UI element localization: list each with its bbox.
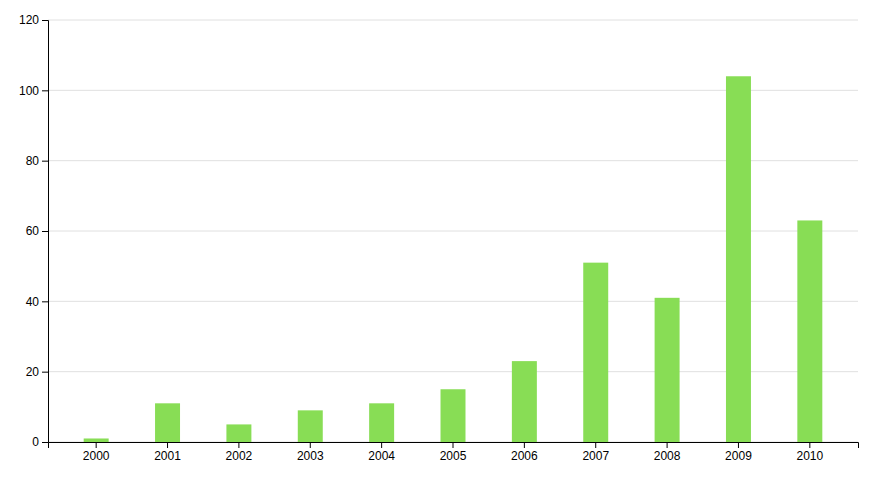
- x-tick: 2002: [226, 442, 253, 463]
- y-tick-label: 0: [32, 435, 39, 449]
- y-tick-label: 80: [26, 154, 40, 168]
- y-tick: 60: [26, 224, 48, 238]
- x-tick-mark: [167, 442, 168, 448]
- y-tick-mark: [42, 161, 48, 162]
- x-tick: 2005: [440, 442, 467, 463]
- y-tick: 0: [32, 435, 48, 449]
- x-tick: 2009: [725, 442, 752, 463]
- x-tick-mark: [738, 442, 739, 448]
- x-tick-mark: [667, 442, 668, 448]
- x-tick: 2006: [511, 442, 538, 463]
- x-tick: 2001: [154, 442, 181, 463]
- plot: 2000 2001 2002 2003 2004 2005 2006 2007 2008 2009…: [19, 13, 859, 462]
- grid-line: [48, 20, 858, 21]
- y-tick-label: 120: [19, 13, 39, 27]
- bar: [655, 298, 680, 442]
- x-tick-mark: [595, 442, 596, 448]
- x-tick-label: 2008: [654, 449, 681, 463]
- y-tick-label: 20: [26, 365, 40, 379]
- bars: [84, 76, 823, 442]
- bar: [155, 403, 180, 442]
- x-tick: 2008: [654, 442, 681, 463]
- bar: [441, 389, 466, 442]
- y-tick-label: 40: [26, 295, 40, 309]
- y-tick-mark: [42, 20, 48, 21]
- x-tick: 2003: [297, 442, 324, 463]
- y-tick: 100: [19, 84, 48, 98]
- x-axis-line: [49, 443, 859, 449]
- x-tick-label: 2002: [226, 449, 253, 463]
- x-tick-mark: [453, 442, 454, 448]
- y-tick: 40: [26, 295, 48, 309]
- x-tick-label: 2001: [154, 449, 181, 463]
- x-tick-label: 2007: [582, 449, 609, 463]
- bar: [512, 361, 537, 442]
- y-tick: 20: [26, 365, 48, 379]
- y-axis-line: [42, 21, 49, 443]
- x-tick-label: 2006: [511, 449, 538, 463]
- x-tick-mark: [310, 442, 311, 448]
- y-tick-label: 60: [26, 224, 40, 238]
- x-tick: 2010: [796, 442, 823, 463]
- x-tick-label: 2005: [440, 449, 467, 463]
- x-tick-label: 2000: [83, 449, 110, 463]
- y-tick-mark: [42, 90, 48, 91]
- x-tick-mark: [809, 442, 810, 448]
- y-tick: 80: [26, 154, 48, 168]
- y-tick-mark: [42, 231, 48, 232]
- y-tick-mark: [42, 442, 48, 443]
- y-tick-label: 100: [19, 84, 39, 98]
- y-tick-mark: [42, 301, 48, 302]
- bar: [797, 220, 822, 442]
- x-tick-label: 2004: [368, 449, 395, 463]
- x-tick: 2004: [368, 442, 395, 463]
- x-tick-mark: [96, 442, 97, 448]
- bar: [226, 424, 251, 442]
- y-tick: 120: [19, 13, 48, 27]
- x-tick-label: 2003: [297, 449, 324, 463]
- x-tick-label: 2009: [725, 449, 752, 463]
- x-tick-mark: [238, 442, 239, 448]
- chart: 2000 2001 2002 2003 2004 2005 2006 2007 2008 2009…: [0, 0, 878, 478]
- y-axis: 0 20 40 60 80 100 120: [19, 13, 49, 449]
- x-tick-mark: [524, 442, 525, 448]
- grid: [48, 20, 858, 442]
- bar: [84, 438, 109, 442]
- x-tick: 2007: [582, 442, 609, 463]
- bar: [369, 403, 394, 442]
- x-tick-label: 2010: [796, 449, 823, 463]
- y-tick-mark: [42, 372, 48, 373]
- x-tick: 2000: [83, 442, 110, 463]
- bar: [726, 76, 751, 442]
- x-axis: 2000 2001 2002 2003 2004 2005 2006 2007 2008 2009…: [49, 442, 859, 463]
- bar: [583, 263, 608, 442]
- x-tick-mark: [381, 442, 382, 448]
- bar: [298, 410, 323, 442]
